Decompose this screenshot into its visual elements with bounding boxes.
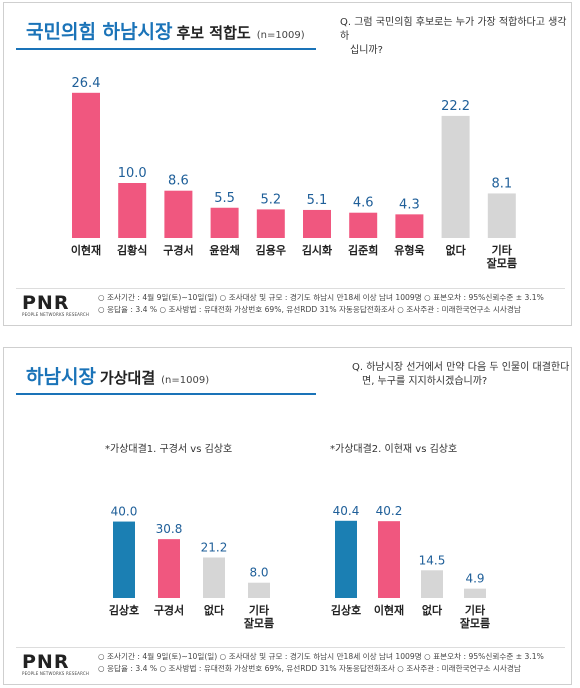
bar: [72, 92, 100, 238]
category-label: 유형욱: [394, 243, 424, 257]
panel-title: 하남시장 가상대결 (n=1009): [26, 362, 209, 389]
category-label: 김용우: [256, 244, 286, 257]
value-label: 22.2: [441, 99, 470, 114]
bar: [248, 582, 270, 598]
bar: [395, 214, 424, 238]
pnr-logo: PNR PEOPLE NETWORKS RESEARCH: [22, 651, 90, 677]
question-text: Q. 그럼 국민의힘 후보로는 누가 가장 적합하다고 생각하 십니까?: [340, 16, 571, 58]
bar: [118, 183, 147, 238]
title-underline: [16, 48, 316, 50]
footer-line-2: ○ 응답율 : 3.4 % ○ 조사방법 : 유대전화 가상번호 69%, 유선…: [98, 664, 521, 673]
category-label: 이현재: [374, 603, 404, 617]
bar: [210, 207, 239, 238]
footer-line-1: ○ 조사기간 : 4월 9일(토)~10일(일) ○ 조사대상 및 규모 : 경…: [98, 293, 544, 302]
category-label: 김상호: [331, 603, 361, 617]
question-line-2: 면, 누구를 지지하시겠습니까?: [362, 376, 488, 387]
logo-subtext: PEOPLE NETWORKS RESEARCH: [22, 312, 90, 317]
category-label: 이현재: [71, 243, 101, 257]
value-label: 4.6: [353, 196, 374, 211]
bar: [158, 539, 180, 598]
footer-line-1: ○ 조사기간 : 4월 9일(토)~10일(일) ○ 조사대상 및 규모 : 경…: [98, 652, 544, 661]
bar: [335, 520, 357, 598]
panel-title: 국민의힘 하남시장 후보 적합도 (n=1009): [26, 17, 305, 44]
category-label: 김시화: [302, 243, 332, 257]
bar: [303, 209, 331, 238]
matchup-2-label: *가상대결2. 이현재 vs 김상호: [330, 444, 458, 455]
value-label: 5.1: [307, 193, 328, 208]
category-label: 김준희: [348, 243, 378, 257]
category-label: 없다: [445, 243, 466, 257]
value-label: 8.0: [249, 566, 268, 580]
category-label: 없다: [422, 603, 443, 617]
category-label: 구경서: [154, 603, 184, 617]
footer: PNR PEOPLE NETWORKS RESEARCH ○ 조사기간 : 4월…: [16, 288, 565, 319]
category-label: 잘모름: [460, 617, 490, 630]
value-label: 26.4: [72, 76, 101, 91]
panel-hypothetical-matchup: 하남시장 가상대결 (n=1009) Q. 하남시장 선거에서 만약 다음 두 인물…: [3, 347, 572, 685]
bar: [349, 212, 378, 238]
logo-subtext: PEOPLE NETWORKS RESEARCH: [22, 671, 90, 676]
category-label: 구경서: [163, 243, 193, 257]
bar: [203, 557, 225, 598]
value-label: 8.6: [168, 174, 189, 189]
category-label: 없다: [204, 603, 225, 617]
bar: [378, 521, 400, 598]
sample-size: (n=1009): [256, 30, 305, 41]
bar: [464, 588, 486, 598]
category-label: 잘모름: [244, 617, 274, 630]
category-label: 윤완채: [209, 243, 239, 257]
value-label: 4.9: [465, 572, 484, 586]
category-label: 김황식: [117, 243, 147, 257]
bar: [421, 570, 443, 598]
panel-party-candidate-suitability: 국민의힘 하남시장 후보 적합도 (n=1009) Q. 그럼 국민의힘 후보로는 …: [3, 2, 572, 326]
value-label: 21.2: [201, 540, 228, 554]
footer-line-2: ○ 응답율 : 3.4 % ○ 조사방법 : 유대전화 가상번호 69%, 유선…: [98, 305, 521, 314]
bar: [441, 115, 470, 238]
title-sub: 가상대결: [99, 369, 156, 387]
value-label: 40.0: [111, 505, 138, 519]
matchup-1-label: *가상대결1. 구경서 vs 김상호: [105, 444, 233, 455]
question-line-1: Q. 하남시장 선거에서 만약 다음 두 인물이 대결한다: [352, 362, 570, 373]
title-main: 하남시장: [26, 366, 96, 388]
bar-chart-candidate-suitability: 26.4 이현재 10.0 김황식 8.6 구경서 5.5 윤완채 5.2 김용우 5.1 김시화 4.…: [71, 76, 517, 270]
value-label: 30.8: [156, 522, 183, 536]
bar: [256, 209, 285, 238]
value-label: 40.2: [376, 504, 403, 518]
value-label: 4.3: [399, 197, 420, 212]
title-sub: 후보 적합도: [176, 24, 251, 42]
value-label: 40.4: [333, 504, 360, 518]
title-main: 국민의힘 하남시장: [26, 21, 173, 43]
category-label: 기타: [249, 603, 270, 617]
question-line-2: 십니까?: [350, 45, 383, 56]
value-label: 8.1: [491, 176, 512, 191]
category-label: 기타: [465, 603, 486, 617]
logo-text: PNR: [22, 651, 70, 673]
pnr-logo: PNR PEOPLE NETWORKS RESEARCH: [22, 292, 90, 318]
value-label: 14.5: [419, 553, 446, 567]
category-label: 기타: [492, 243, 513, 257]
value-label: 5.5: [214, 191, 235, 206]
value-label: 10.0: [118, 166, 147, 181]
bar: [113, 521, 135, 598]
logo-text: PNR: [22, 292, 70, 314]
title-underline: [16, 393, 316, 395]
question-line-1: Q. 그럼 국민의힘 후보로는 누가 가장 적합하다고 생각하: [340, 17, 567, 42]
category-label: 김상호: [109, 603, 139, 617]
question-text: Q. 하남시장 선거에서 만약 다음 두 인물이 대결한다 면, 누구를 지지하…: [352, 361, 569, 389]
bar: [487, 193, 516, 238]
value-label: 5.2: [260, 192, 281, 207]
bar: [164, 190, 193, 238]
sample-size: (n=1009): [161, 375, 210, 386]
category-label: 잘모름: [487, 257, 517, 270]
footer: PNR PEOPLE NETWORKS RESEARCH ○ 조사기간 : 4월…: [16, 647, 565, 678]
